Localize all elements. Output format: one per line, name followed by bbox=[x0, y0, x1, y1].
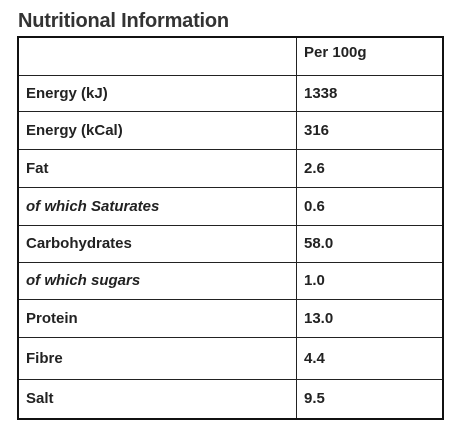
table-row: of which Saturates 0.6 bbox=[17, 186, 444, 226]
nutrient-label: Carbohydrates bbox=[17, 224, 297, 263]
title: Nutritional Information bbox=[18, 10, 229, 32]
nutrient-label: of which sugars bbox=[17, 261, 297, 300]
table-row: Carbohydrates 58.0 bbox=[17, 224, 444, 263]
nutrient-value: 58.0 bbox=[296, 224, 444, 263]
nutrient-label: Fibre bbox=[17, 336, 297, 380]
table-row: of which sugars 1.0 bbox=[17, 261, 444, 300]
nutrient-value: 1.0 bbox=[296, 261, 444, 300]
table-row: Fat 2.6 bbox=[17, 148, 444, 188]
nutrient-label: Energy (kJ) bbox=[17, 74, 297, 112]
nutrient-value: 9.5 bbox=[296, 378, 444, 420]
nutrient-value: 4.4 bbox=[296, 336, 444, 380]
table-row: Protein 13.0 bbox=[17, 298, 444, 338]
nutrient-label: Energy (kCal) bbox=[17, 110, 297, 150]
nutrient-value: 1338 bbox=[296, 74, 444, 112]
nutrient-value: 13.0 bbox=[296, 298, 444, 338]
nutrient-label: of which Saturates bbox=[17, 186, 297, 226]
header-row: Per 100g bbox=[17, 36, 444, 76]
table-row: Energy (kCal) 316 bbox=[17, 110, 444, 150]
nutrient-label: Protein bbox=[17, 298, 297, 338]
nutrient-value: 316 bbox=[296, 110, 444, 150]
table-row: Salt 9.5 bbox=[17, 378, 444, 420]
nutrient-label: Salt bbox=[17, 378, 297, 420]
nutrient-value: 0.6 bbox=[296, 186, 444, 226]
nutrition-table: Per 100g Energy (kJ) 1338 Energy (kCal) 316… bbox=[17, 36, 444, 420]
nutrient-label: Fat bbox=[17, 148, 297, 188]
table-row: Fibre 4.4 bbox=[17, 336, 444, 380]
nutrient-value: 2.6 bbox=[296, 148, 444, 188]
empty-cell bbox=[17, 36, 297, 76]
column-header: Per 100g bbox=[296, 36, 444, 76]
table-row: Energy (kJ) 1338 bbox=[17, 74, 444, 112]
